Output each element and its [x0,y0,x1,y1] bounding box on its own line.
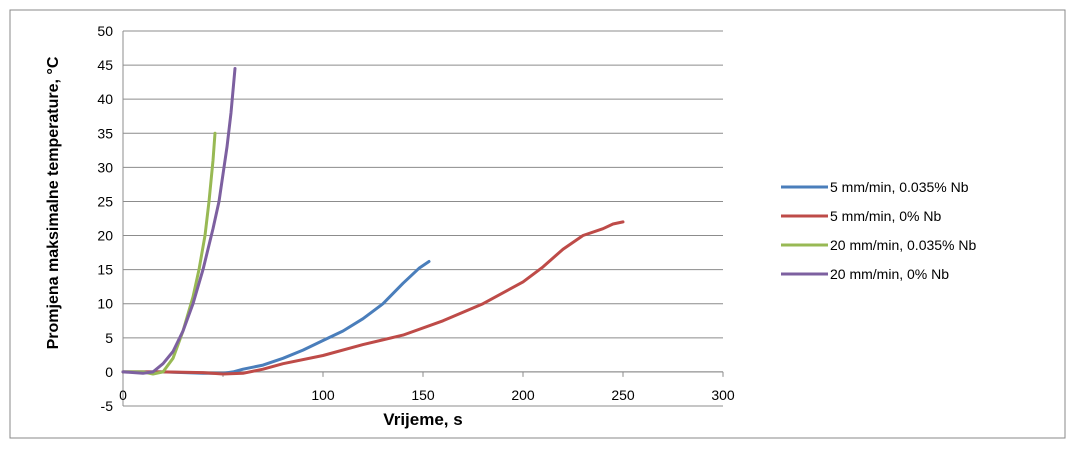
legend-label: 5 mm/min, 0% Nb [830,208,941,224]
x-tick-label: 300 [711,387,735,403]
x-tick-label: 200 [511,387,535,403]
chart-frame [9,9,1066,439]
y-tick-label: 30 [97,159,113,175]
legend-label: 20 mm/min, 0% Nb [830,266,949,282]
series-line-2 [121,220,625,376]
y-tick-label: 15 [97,262,113,278]
y-tick-label: 0 [105,364,113,380]
x-tick-label: 0 [119,387,127,403]
legend-label: 5 mm/min, 0.035% Nb [830,179,969,195]
legend-label: 20 mm/min, 0.035% Nb [830,237,976,253]
legend: 5 mm/min, 0.035% Nb 5 mm/min, 0% Nb 20 mm/… [781,179,976,282]
y-tick-label: 40 [97,91,113,107]
y-tick-label: 10 [97,296,113,312]
y-tick-label: 5 [105,330,113,346]
y-axis-label: Promjena maksimalne temperature, °C [45,56,62,349]
y-tick-label: -5 [101,398,114,414]
y-tick-label: 50 [97,23,113,39]
series-lines [121,67,625,376]
y-tick-label: 25 [97,193,113,209]
x-tick-label: 250 [611,387,635,403]
x-tick-label: 150 [411,387,435,403]
x-axis-label: Vrijeme, s [383,410,462,429]
series-line-4 [121,67,237,375]
y-tick-label: 45 [97,57,113,73]
x-tick-label: 100 [311,387,335,403]
y-tick-label: 20 [97,228,113,244]
y-tick-label: 35 [97,125,113,141]
